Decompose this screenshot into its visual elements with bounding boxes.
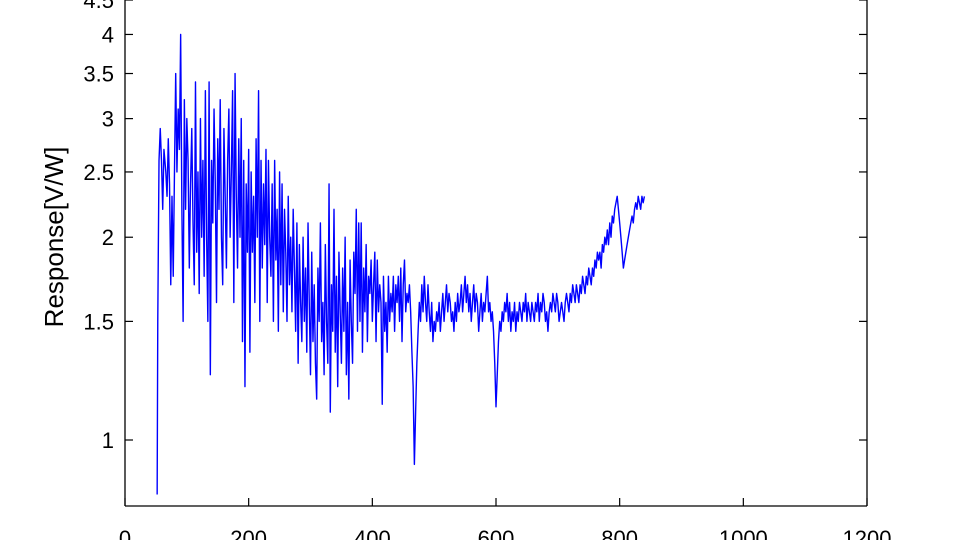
- x-tick-label: 1000: [719, 526, 768, 540]
- axes: [124, 0, 868, 507]
- x-tick-label: 600: [478, 526, 515, 540]
- tick-labels: 0 200 400 600 800 1000 1200 1 1.5 2 2.5 3 3.5 4 4.5: [83, 0, 891, 540]
- y-tick-label: 3.5: [83, 62, 114, 87]
- x-tick-label: 400: [354, 526, 391, 540]
- series-line: [156, 33, 646, 495]
- y-tick-label: 4.5: [83, 0, 114, 13]
- x-tick-label: 800: [601, 526, 638, 540]
- x-tick-label: 1200: [843, 526, 892, 540]
- x-tick-label: 0: [119, 526, 131, 540]
- y-tick-label: 2: [102, 225, 114, 250]
- y-tick-label: 1.5: [83, 309, 114, 334]
- y-tick-label: 4: [102, 22, 114, 47]
- x-tick-label: 200: [230, 526, 267, 540]
- y-tick-label: 3: [102, 107, 114, 132]
- y-tick-label: 1: [102, 428, 114, 453]
- ticks: [124, 0, 868, 506]
- y-tick-label: 2.5: [83, 160, 114, 185]
- y-axis-label: Response[V/W]: [39, 147, 69, 328]
